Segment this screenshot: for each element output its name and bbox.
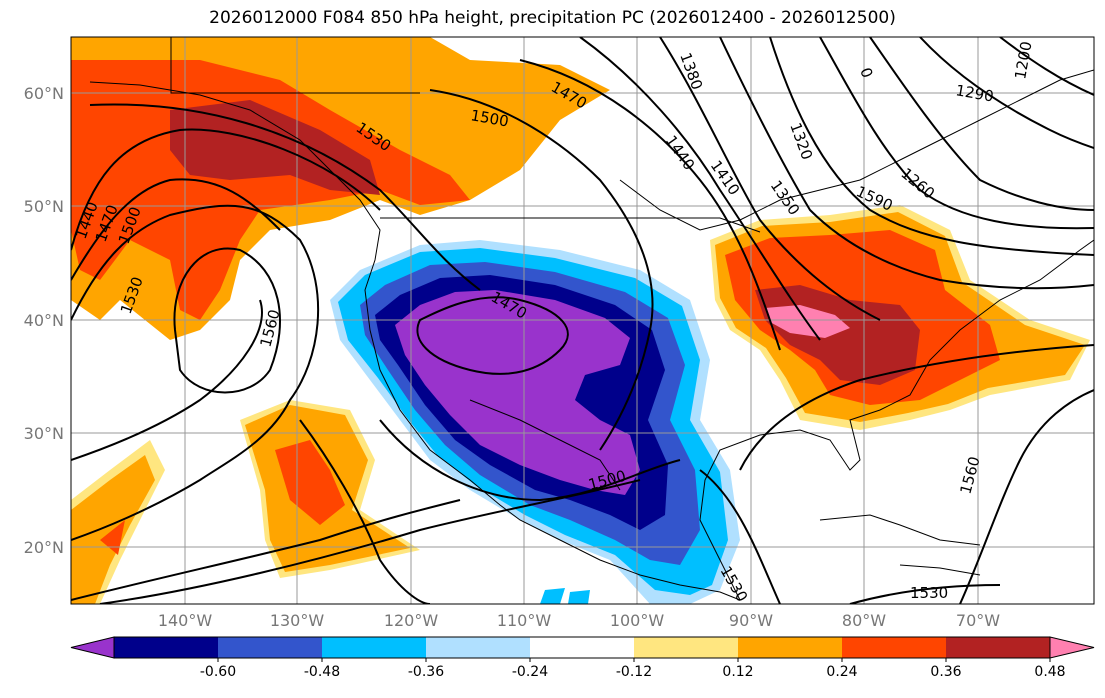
lon-label: 140°W <box>158 611 213 630</box>
colorbar-segment <box>738 637 842 658</box>
lat-label: 30°N <box>24 424 64 443</box>
colorbar-segment <box>946 637 1050 658</box>
contour-label: 1530 <box>910 584 948 602</box>
colorbar-tick-label: 0.24 <box>826 664 857 680</box>
colorbar-segment <box>114 637 218 658</box>
lat-label: 40°N <box>24 311 64 330</box>
colorbar-tick-label: 0.48 <box>1034 664 1065 680</box>
lon-label: 70°W <box>956 611 1000 630</box>
colorbar-segment <box>426 637 530 658</box>
colorbar-tick-label: -0.60 <box>200 664 236 680</box>
colorbar: -0.60 -0.48 -0.36 -0.24 -0.12 0.12 0.24 0.36 0.4… <box>70 636 1095 680</box>
colorbar-segment <box>530 637 634 658</box>
lon-label: 120°W <box>384 611 439 630</box>
colorbar-segment <box>218 637 322 658</box>
coastlines <box>89 37 1094 601</box>
map-frame <box>70 36 1095 605</box>
shade-sw-red-2 <box>275 440 345 525</box>
lat-label: 60°N <box>24 84 64 103</box>
map-title: 2026012000 F084 850 hPa height, precipit… <box>209 8 896 28</box>
colorbar-segment <box>634 637 738 658</box>
shade-small-cyan-2 <box>568 590 590 604</box>
colorbar-tick-label: -0.48 <box>304 664 340 680</box>
colorbar-extend-low <box>70 636 115 659</box>
lon-label: 130°W <box>270 611 325 630</box>
colorbar-extend-high <box>1049 636 1095 659</box>
shade-sw-orange-1 <box>71 455 155 604</box>
latitude-labels: 60°N 50°N 40°N 30°N 20°N <box>24 84 64 557</box>
lat-label: 50°N <box>24 197 64 216</box>
colorbar-tick-label: -0.24 <box>512 664 548 680</box>
colorbar-tick-label: -0.36 <box>408 664 444 680</box>
lat-label: 20°N <box>24 538 64 557</box>
longitude-labels: 140°W 130°W 120°W 110°W 100°W 90°W 80°W … <box>158 611 1000 630</box>
lon-label: 100°W <box>610 611 665 630</box>
lon-label: 90°W <box>729 611 773 630</box>
colorbar-tick-label: -0.12 <box>616 664 652 680</box>
colorbar-segment <box>322 637 426 658</box>
colorbar-segment <box>842 637 946 658</box>
colorbar-tick-label: 0.36 <box>930 664 961 680</box>
shade-neg-purple <box>395 290 640 495</box>
colorbar-tick-label: 0.12 <box>722 664 753 680</box>
height-contours <box>71 37 1094 604</box>
lon-label: 80°W <box>842 611 886 630</box>
shade-small-cyan <box>540 588 565 604</box>
shade-sw-red-1 <box>100 520 125 555</box>
colorbar-frame <box>113 636 1051 659</box>
lon-label: 110°W <box>497 611 552 630</box>
